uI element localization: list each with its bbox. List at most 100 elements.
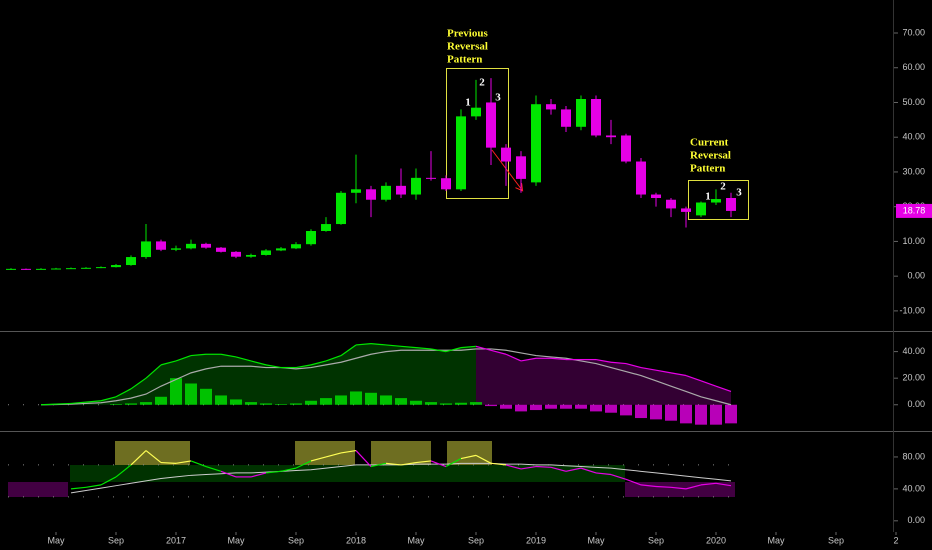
macd-area xyxy=(566,359,581,405)
rsi-line xyxy=(160,461,177,464)
pattern-box xyxy=(688,180,749,220)
macd-line xyxy=(235,356,252,362)
step-label: 1 xyxy=(465,97,471,109)
rsi-line xyxy=(130,450,147,466)
x-tick-label: 2020 xyxy=(706,535,726,545)
rsi-line xyxy=(430,460,447,468)
rsi-line xyxy=(370,462,387,468)
histogram-bar xyxy=(125,403,137,405)
rsi-line xyxy=(460,454,477,460)
step-label: 1 xyxy=(705,191,711,203)
macd-area xyxy=(401,346,416,405)
candle-body xyxy=(96,267,106,269)
macd-area xyxy=(686,375,701,405)
y-tick-label: 40.00 xyxy=(902,132,925,142)
histogram-bar xyxy=(575,404,587,409)
rsi-line xyxy=(250,472,267,478)
rsi-line xyxy=(685,484,702,490)
macd-area xyxy=(131,378,146,405)
histogram-bar xyxy=(230,399,242,405)
candle-body xyxy=(36,268,46,270)
macd-area xyxy=(536,358,551,405)
macd-line xyxy=(355,343,372,346)
rsi-line xyxy=(565,467,582,472)
rsi-line xyxy=(310,456,327,462)
rsi-line xyxy=(505,464,522,470)
rsi-line xyxy=(115,464,132,478)
rsi-line xyxy=(265,470,282,474)
rsi-line xyxy=(85,484,102,488)
candle-body xyxy=(381,185,391,200)
candle-body xyxy=(456,116,466,190)
histogram-bar xyxy=(635,404,647,419)
y-tick-label: 0.00 xyxy=(907,515,925,525)
macd-line xyxy=(145,364,162,379)
candle-body xyxy=(621,135,631,162)
candle-body xyxy=(201,243,211,248)
macd-line xyxy=(610,361,627,365)
macd-area xyxy=(341,344,356,405)
rsi-line xyxy=(580,467,597,474)
candle-body xyxy=(51,268,61,270)
histogram-bar xyxy=(260,403,272,405)
candle-body xyxy=(276,248,286,251)
candle-body xyxy=(81,267,91,269)
step-label: 2 xyxy=(720,181,726,193)
histogram-bar xyxy=(365,392,377,405)
macd-line xyxy=(415,347,432,350)
y-tick-label: 40.00 xyxy=(902,483,925,493)
zone-box xyxy=(295,441,355,465)
macd-line xyxy=(325,355,342,362)
rsi-line xyxy=(700,482,717,486)
candle-body xyxy=(351,189,361,193)
y-tick-label: 60.00 xyxy=(902,62,925,72)
histogram-bar xyxy=(695,404,707,425)
macd-area xyxy=(281,367,296,405)
rsi-line xyxy=(520,465,537,470)
macd-area xyxy=(641,367,656,405)
rsi-line xyxy=(415,460,432,464)
candle-body xyxy=(606,135,616,138)
rsi-line xyxy=(175,460,192,464)
macd-area xyxy=(296,364,311,405)
macd-line xyxy=(85,400,102,403)
y-tick-label: 50.00 xyxy=(902,97,925,107)
macd-line xyxy=(250,360,267,366)
candle-body xyxy=(216,247,226,252)
x-tick-label: May xyxy=(227,535,245,545)
rsi-line xyxy=(640,484,657,488)
candle-body xyxy=(576,99,586,127)
macd-line xyxy=(640,366,657,371)
rsi-line xyxy=(670,486,687,490)
histogram-bar xyxy=(470,402,482,405)
macd-area xyxy=(506,354,521,405)
rsi-line xyxy=(400,461,417,466)
candle-body xyxy=(681,208,691,212)
x-tick-label: 2017 xyxy=(166,535,186,545)
x-tick-label: 2018 xyxy=(346,535,366,545)
rsi-line xyxy=(490,462,507,466)
macd-area xyxy=(311,360,326,405)
histogram-bar xyxy=(560,404,572,409)
rsi-line xyxy=(715,482,732,487)
macd-line xyxy=(520,357,537,362)
rsi-line xyxy=(550,466,567,472)
macd-line xyxy=(715,385,732,393)
macd-area xyxy=(221,354,236,405)
macd-line xyxy=(340,344,357,357)
x-tick-label: May xyxy=(407,535,425,545)
macd-line xyxy=(100,396,117,402)
candle-body xyxy=(636,161,646,195)
candle-body xyxy=(651,194,661,198)
rsi-line xyxy=(190,460,207,468)
histogram-bar xyxy=(245,402,257,405)
candle-body xyxy=(321,224,331,231)
macd-line xyxy=(70,401,87,405)
macd-line xyxy=(700,380,717,387)
macd-line xyxy=(295,364,312,369)
x-tick-label: May xyxy=(47,535,65,545)
macd-area xyxy=(251,360,266,405)
y-tick-label: 80.00 xyxy=(902,451,925,461)
candle-body xyxy=(141,241,151,258)
macd-area xyxy=(611,362,626,405)
